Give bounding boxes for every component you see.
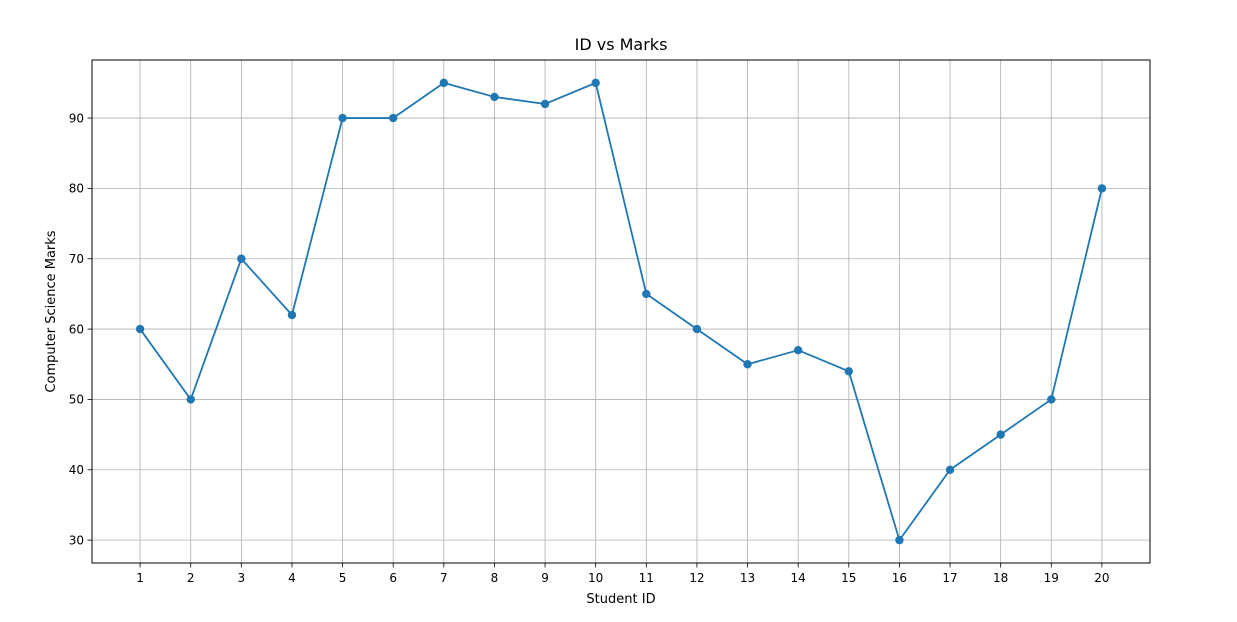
x-tick-label: 10 <box>588 571 603 585</box>
y-tick-label: 80 <box>69 182 84 196</box>
data-point <box>895 535 904 545</box>
x-tick-label: 12 <box>689 571 704 585</box>
y-tick-label: 40 <box>69 463 84 477</box>
data-point <box>540 99 550 109</box>
data-point <box>642 289 651 299</box>
x-tick-label: 3 <box>238 571 246 585</box>
data-point <box>490 92 499 102</box>
data-point <box>692 324 702 334</box>
y-tick-label: 60 <box>69 322 84 336</box>
x-axis-label: Student ID <box>586 592 655 607</box>
x-tick-label: 19 <box>1044 571 1059 585</box>
data-point <box>338 113 347 123</box>
series-line <box>139 81 1103 542</box>
data-point <box>1097 184 1107 193</box>
data-point <box>793 345 803 355</box>
series-layer <box>135 78 1107 545</box>
data-point <box>135 324 145 334</box>
data-point <box>439 78 449 88</box>
data-point <box>287 310 297 320</box>
x-tick-label: 6 <box>389 571 397 585</box>
data-point <box>237 254 246 263</box>
axis-ticks: 1 2 3 4 5 6 7 8 9 10 11 12 13 14 15 16 17 18 19 20304050607… <box>69 111 1110 585</box>
x-tick-label: 13 <box>740 571 755 585</box>
plot-frame <box>91 59 1151 564</box>
y-tick-label: 70 <box>69 252 84 266</box>
x-tick-label: 15 <box>841 571 856 585</box>
x-tick-label: 2 <box>187 571 195 585</box>
y-tick-label: 50 <box>69 393 84 407</box>
x-tick-label: 8 <box>491 571 499 585</box>
x-tick-label: 18 <box>993 571 1008 585</box>
x-tick-label: 9 <box>541 571 549 585</box>
x-tick-label: 7 <box>440 571 448 585</box>
y-tick-label: 90 <box>69 111 84 125</box>
grid-lines <box>92 60 1150 563</box>
data-point <box>743 360 752 369</box>
x-tick-label: 11 <box>639 571 654 585</box>
y-axis-label: Computer Science Marks <box>44 230 59 392</box>
x-tick-label: 4 <box>288 571 296 585</box>
x-tick-label: 14 <box>791 571 806 585</box>
data-point <box>945 465 955 474</box>
y-tick-label: 30 <box>69 533 84 547</box>
x-tick-label: 1 <box>136 571 144 585</box>
chart-title: ID vs Marks <box>575 35 668 54</box>
data-point <box>844 367 853 376</box>
x-tick-label: 5 <box>339 571 347 585</box>
data-point <box>186 395 195 404</box>
data-point <box>591 78 600 88</box>
x-tick-label: 20 <box>1094 571 1109 585</box>
data-point <box>996 430 1005 439</box>
data-point <box>389 113 398 123</box>
x-tick-label: 16 <box>892 571 907 585</box>
x-tick-label: 17 <box>942 571 957 585</box>
data-point <box>1047 395 1056 404</box>
